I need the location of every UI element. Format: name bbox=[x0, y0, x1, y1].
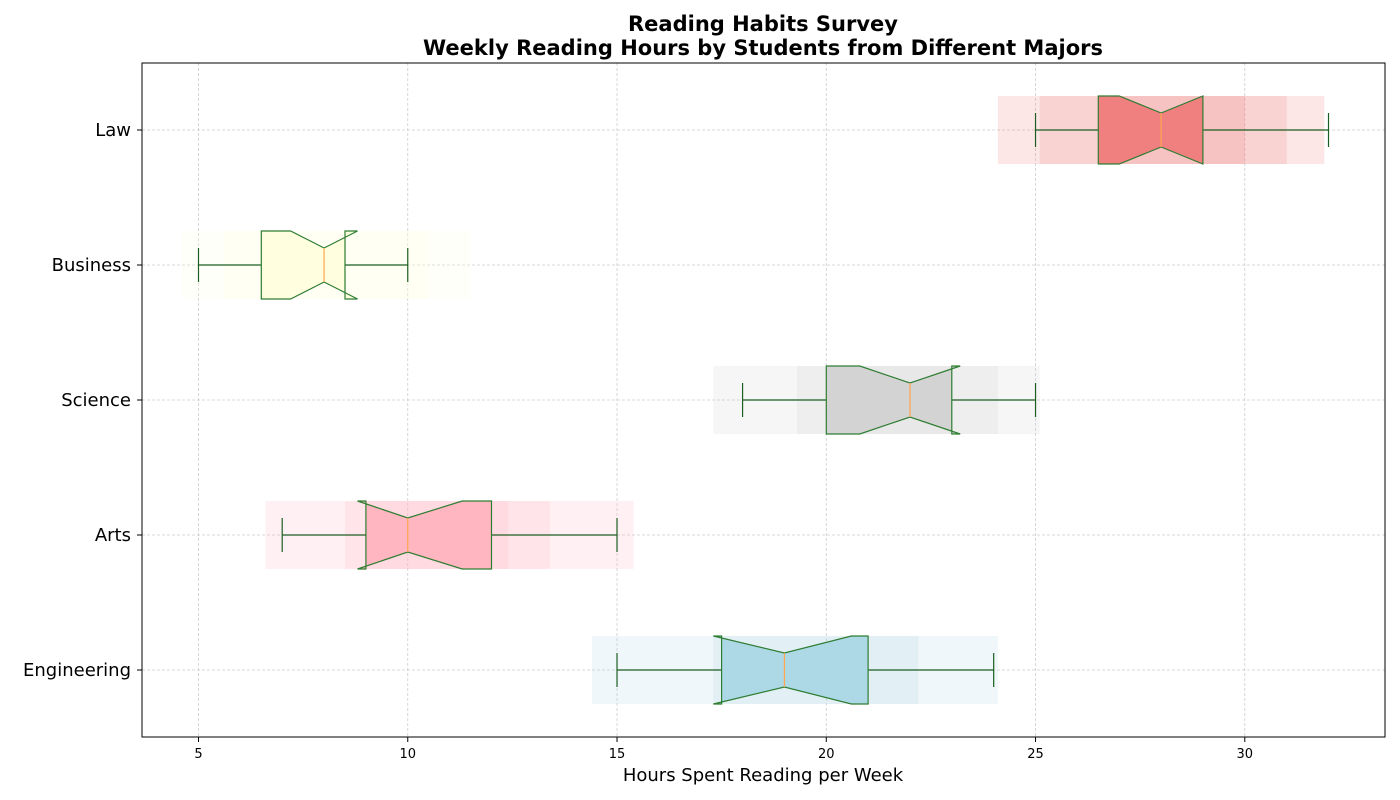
x-tick-label: 25 bbox=[1027, 747, 1044, 762]
chart-title: Reading Habits Survey bbox=[628, 12, 898, 36]
y-tick-label: Engineering bbox=[23, 660, 131, 681]
box-elements bbox=[197, 95, 1330, 705]
x-tick-label: 20 bbox=[818, 747, 835, 762]
chart-subtitle: Weekly Reading Hours by Students from Di… bbox=[423, 36, 1103, 60]
x-axis-label: Hours Spent Reading per Week bbox=[623, 765, 904, 786]
box-body bbox=[357, 500, 493, 570]
box-body bbox=[825, 365, 961, 435]
x-tick-label: 30 bbox=[1237, 747, 1254, 762]
y-tick-label: Science bbox=[61, 390, 131, 411]
box-body bbox=[713, 635, 869, 705]
y-tick-label: Arts bbox=[95, 525, 131, 546]
x-axis: 5 10 15 20 25 30 bbox=[194, 737, 1253, 762]
x-tick-label: 15 bbox=[609, 747, 626, 762]
x-tick-label: 10 bbox=[399, 747, 416, 762]
box-body bbox=[260, 230, 358, 300]
box-body bbox=[1097, 95, 1204, 165]
y-tick-label: Law bbox=[95, 120, 131, 141]
x-tick-label: 5 bbox=[194, 747, 202, 762]
y-axis: Engineering Arts Science Business Law bbox=[23, 120, 142, 681]
y-tick-label: Business bbox=[52, 255, 131, 276]
